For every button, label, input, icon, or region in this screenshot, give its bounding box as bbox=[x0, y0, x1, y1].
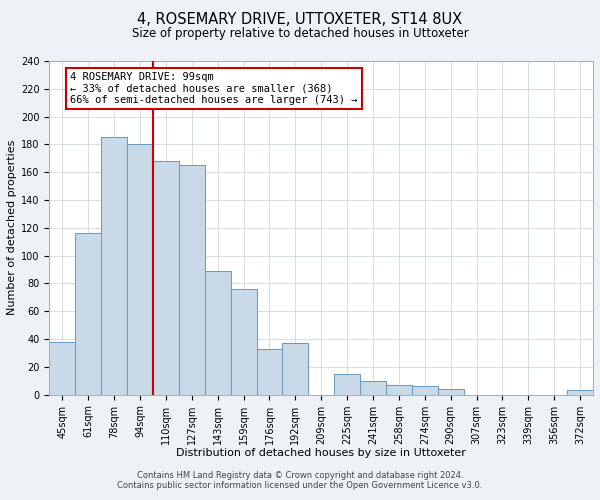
Bar bbox=[360, 381, 386, 394]
Y-axis label: Number of detached properties: Number of detached properties bbox=[7, 140, 17, 316]
Bar bbox=[179, 165, 205, 394]
Text: Contains HM Land Registry data © Crown copyright and database right 2024.: Contains HM Land Registry data © Crown c… bbox=[137, 471, 463, 480]
Text: Contains public sector information licensed under the Open Government Licence v3: Contains public sector information licen… bbox=[118, 481, 482, 490]
Bar bbox=[438, 389, 464, 394]
Bar bbox=[76, 234, 101, 394]
Bar bbox=[127, 144, 153, 394]
Bar bbox=[230, 289, 257, 395]
Text: 4, ROSEMARY DRIVE, UTTOXETER, ST14 8UX: 4, ROSEMARY DRIVE, UTTOXETER, ST14 8UX bbox=[137, 12, 463, 28]
Bar bbox=[334, 374, 360, 394]
Bar bbox=[412, 386, 438, 394]
Bar bbox=[49, 342, 76, 394]
Bar bbox=[205, 271, 230, 394]
Bar bbox=[153, 161, 179, 394]
Bar bbox=[257, 349, 283, 395]
Text: 4 ROSEMARY DRIVE: 99sqm
← 33% of detached houses are smaller (368)
66% of semi-d: 4 ROSEMARY DRIVE: 99sqm ← 33% of detache… bbox=[70, 72, 358, 106]
Bar bbox=[386, 385, 412, 394]
X-axis label: Distribution of detached houses by size in Uttoxeter: Distribution of detached houses by size … bbox=[176, 448, 466, 458]
Bar bbox=[567, 390, 593, 394]
Bar bbox=[101, 138, 127, 394]
Bar bbox=[283, 343, 308, 394]
Text: Size of property relative to detached houses in Uttoxeter: Size of property relative to detached ho… bbox=[131, 28, 469, 40]
